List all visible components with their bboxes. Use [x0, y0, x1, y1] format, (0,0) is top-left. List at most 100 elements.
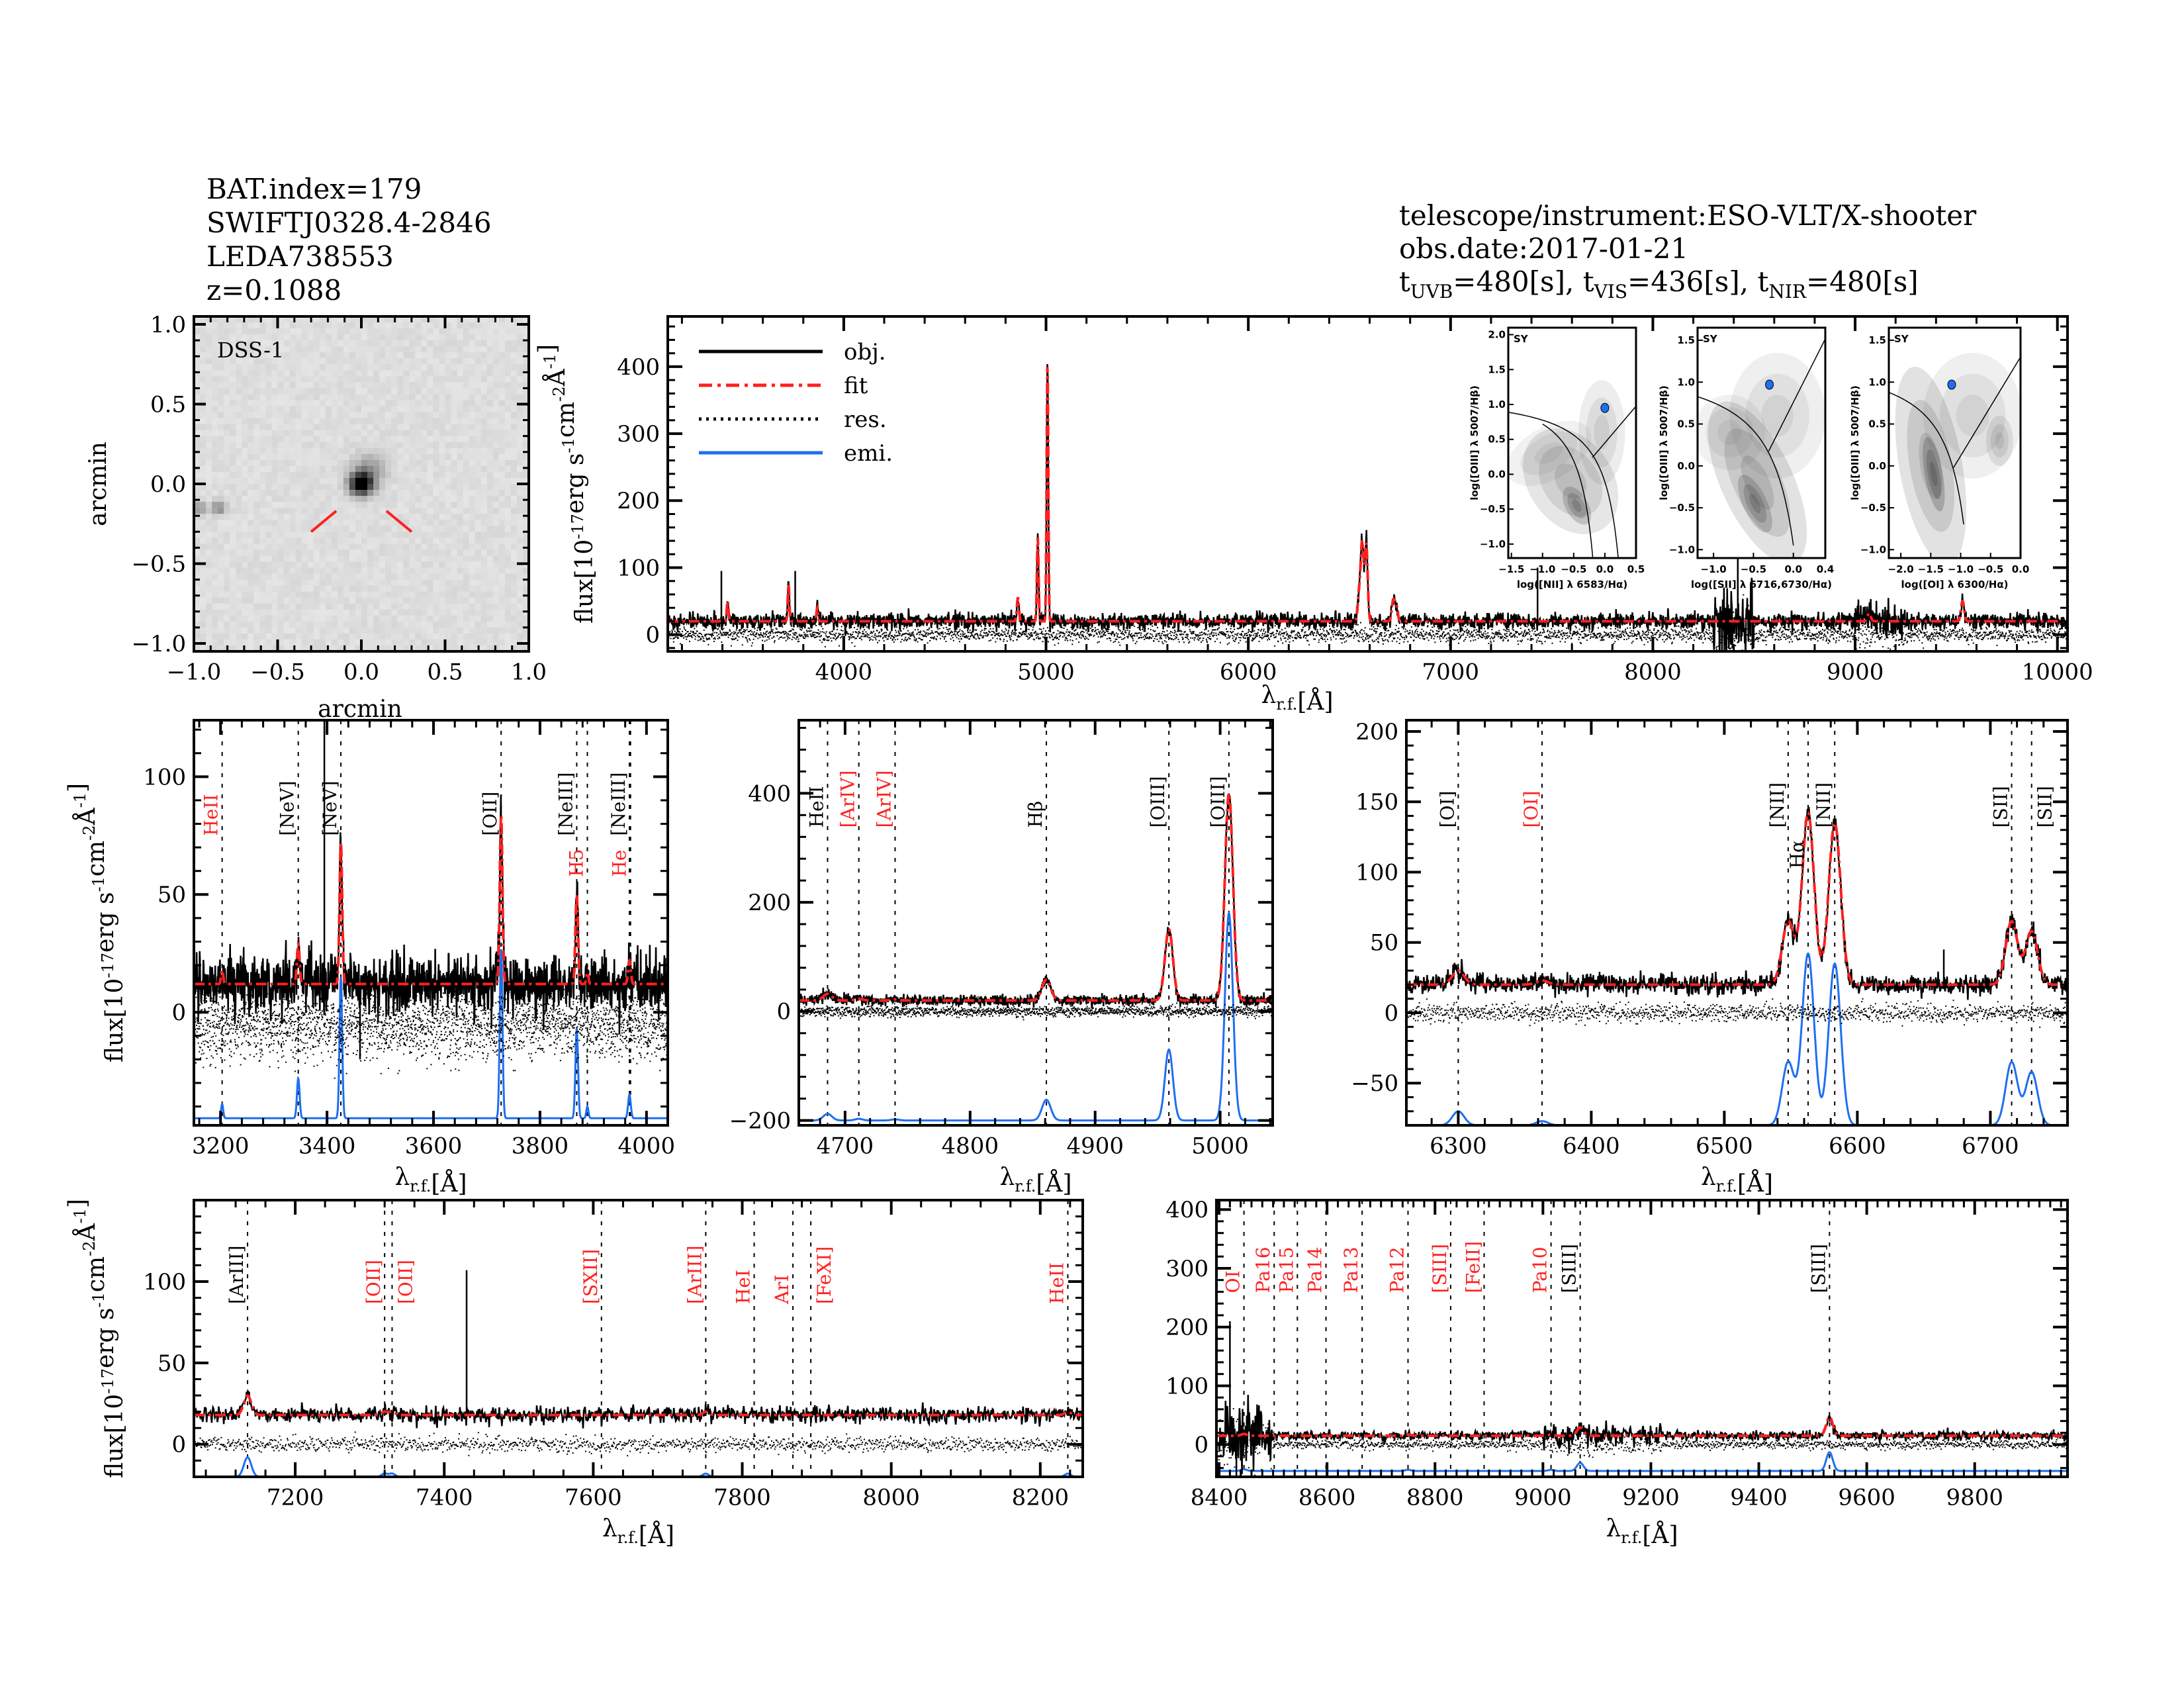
image-pixel: [230, 549, 236, 557]
image-pixel: [271, 465, 279, 473]
image-pixel: [343, 555, 350, 563]
image-pixel: [397, 502, 404, 508]
image-pixel: [283, 316, 291, 323]
image-pixel: [313, 615, 320, 622]
image-pixel: [224, 376, 230, 383]
image-pixel: [325, 609, 332, 616]
image-pixel: [463, 346, 470, 353]
image-pixel: [361, 538, 368, 544]
image-pixel: [289, 442, 296, 449]
label-part: cm: [83, 841, 110, 876]
image-pixel: [212, 394, 218, 401]
image-pixel: [510, 322, 518, 329]
image-pixel: [427, 520, 434, 526]
image-pixel: [200, 382, 206, 389]
image-pixel: [492, 388, 500, 395]
image-pixel: [367, 328, 374, 335]
image-pixel: [307, 633, 314, 640]
image-pixel: [451, 514, 458, 520]
image-pixel: [230, 400, 236, 407]
image-pixel: [230, 615, 236, 622]
image-pixel: [427, 394, 434, 401]
image-pixel: [397, 465, 404, 473]
image-pixel: [451, 609, 458, 616]
image-pixel: [313, 465, 320, 473]
image-pixel: [265, 334, 273, 341]
image-pixel: [361, 561, 368, 569]
image-pixel: [283, 400, 291, 407]
image-pixel: [475, 496, 482, 502]
image-pixel: [409, 471, 416, 479]
image-pixel: [253, 418, 261, 425]
image-pixel: [307, 453, 314, 461]
image-pixel: [451, 400, 458, 407]
image-pixel: [319, 591, 326, 598]
image-pixel: [463, 328, 470, 335]
image-pixel: [504, 615, 512, 622]
image-pixel: [355, 358, 362, 365]
image-pixel: [391, 579, 398, 586]
image-pixel: [248, 532, 254, 538]
image-pixel: [516, 555, 523, 563]
image-pixel: [337, 627, 344, 634]
image-pixel: [379, 406, 386, 413]
image-pixel: [516, 352, 523, 359]
image-pixel: [385, 412, 392, 419]
image-pixel: [307, 555, 314, 563]
image-pixel: [313, 484, 320, 491]
image-pixel: [385, 514, 392, 520]
image-pixel: [343, 520, 350, 526]
image-pixel: [224, 561, 230, 569]
image-pixel: [439, 364, 446, 371]
image-pixel: [295, 597, 302, 604]
image-pixel: [421, 418, 428, 425]
image-pixel: [265, 496, 273, 502]
image-pixel: [236, 370, 242, 377]
image-pixel: [253, 633, 261, 640]
image-pixel: [283, 603, 291, 610]
image-pixel: [331, 520, 338, 526]
image-pixel: [253, 340, 261, 347]
image-pixel: [504, 597, 512, 604]
image-pixel: [194, 567, 201, 575]
image-pixel: [206, 358, 212, 365]
image-pixel: [403, 609, 410, 616]
image-pixel: [248, 382, 254, 389]
image-pixel: [283, 597, 291, 604]
image-pixel: [343, 418, 350, 425]
image-pixel: [403, 585, 410, 592]
image-pixel: [492, 352, 500, 359]
image-pixel: [289, 567, 296, 575]
image-pixel: [409, 400, 416, 407]
image-pixel: [469, 478, 476, 485]
image-pixel: [379, 430, 386, 437]
image-pixel: [415, 376, 422, 383]
image-pixel: [486, 400, 494, 407]
image-pixel: [212, 352, 218, 359]
image-pixel: [265, 603, 273, 610]
image-pixel: [212, 526, 218, 532]
image-pixel: [253, 627, 261, 634]
x-tick-label: 0.0: [2012, 563, 2030, 575]
image-pixel: [421, 633, 428, 640]
image-pixel: [403, 388, 410, 395]
image-pixel: [516, 591, 523, 598]
image-pixel: [349, 538, 356, 544]
image-pixel: [516, 430, 523, 437]
image-pixel: [403, 376, 410, 383]
line-marker-label: [ArIII]: [226, 1245, 248, 1304]
image-pixel: [391, 406, 398, 413]
image-pixel: [367, 621, 374, 628]
image-pixel: [295, 478, 302, 485]
image-pixel: [355, 465, 362, 473]
label-part: ]: [64, 1199, 91, 1208]
image-pixel: [289, 471, 296, 479]
image-pixel: [301, 561, 308, 569]
line-marker-label: [FeXI]: [813, 1246, 835, 1304]
image-pixel: [265, 400, 273, 407]
image-pixel: [242, 514, 248, 520]
image-pixel: [504, 370, 512, 377]
line-marker-label: Pa16: [1252, 1246, 1274, 1293]
image-pixel: [194, 573, 201, 581]
image-pixel: [265, 322, 273, 329]
